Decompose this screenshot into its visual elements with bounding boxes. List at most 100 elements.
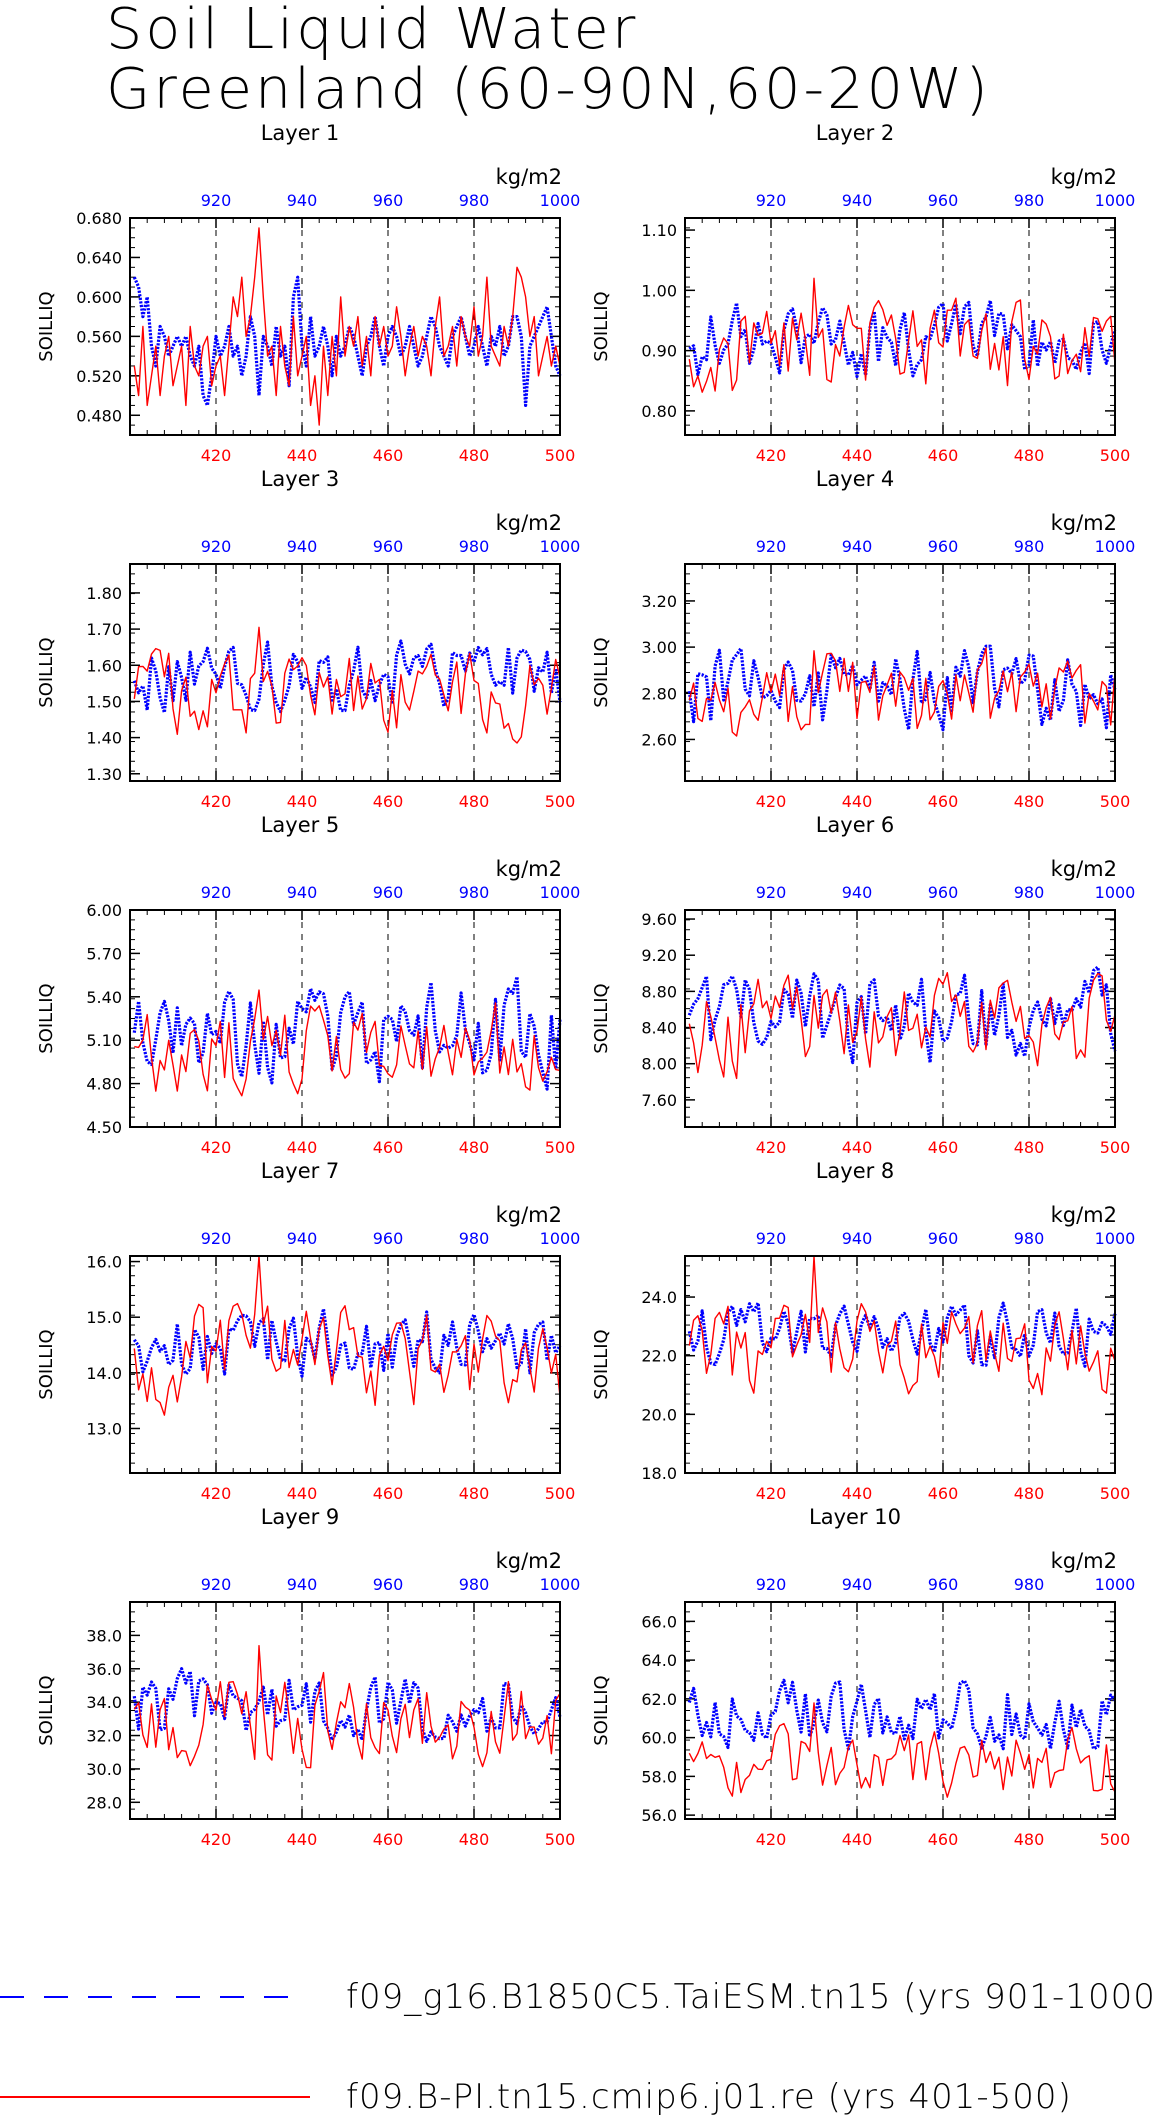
x-top-tick-label: 940 <box>287 1575 318 1594</box>
x-bottom-tick-label: 500 <box>545 1484 576 1503</box>
x-bottom-tick-label: 460 <box>928 792 959 811</box>
y-tick-label: 1.50 <box>86 692 122 711</box>
y-tick-label: 2.80 <box>641 684 677 703</box>
x-bottom-tick-label: 480 <box>1014 1138 1045 1157</box>
x-top-tick-label: 980 <box>1014 883 1045 902</box>
chart-panel-7: Layer 7 kg/m2 SOILLIQ 420 440 460 480 500 920 940… <box>36 1159 580 1503</box>
plot-frame <box>129 563 561 782</box>
x-top-tick-label: 960 <box>373 883 404 902</box>
x-bottom-tick-label: 500 <box>1100 792 1131 811</box>
y-axis-label: SOILLIQ <box>36 1329 57 1399</box>
units-label: kg/m2 <box>1051 165 1117 189</box>
y-tick-label: 7.60 <box>641 1091 677 1110</box>
y-tick-label: 1.60 <box>86 656 122 675</box>
series-line-cmip6 <box>688 1255 1116 1396</box>
x-top-tick-label: 920 <box>756 1229 787 1248</box>
y-tick-label: 1.80 <box>86 584 122 603</box>
plot-frame <box>684 217 1116 436</box>
x-bottom-tick-label: 440 <box>842 1484 873 1503</box>
x-top-tick-label: 940 <box>287 883 318 902</box>
x-top-tick-label: 920 <box>201 1229 232 1248</box>
y-tick-label: 0.520 <box>76 367 122 386</box>
series-line-taiesm <box>132 275 562 407</box>
x-bottom-tick-label: 460 <box>928 1138 959 1157</box>
x-top-tick-label: 960 <box>928 537 959 556</box>
y-tick-label: 9.20 <box>641 946 677 965</box>
chart-panel-10: Layer 10 kg/m2 SOILLIQ 420 440 460 480 500 920 94… <box>591 1505 1135 1849</box>
x-top-tick-label: 1000 <box>540 537 581 556</box>
chart-panel-2: Layer 2 kg/m2 SOILLIQ 420 440 460 480 500 920 940… <box>591 121 1135 465</box>
y-tick-label: 18.0 <box>641 1464 677 1483</box>
x-top-tick-label: 940 <box>287 537 318 556</box>
x-bottom-tick-label: 500 <box>545 1830 576 1849</box>
series-line-cmip6 <box>134 989 561 1097</box>
y-tick-label: 5.40 <box>86 988 122 1007</box>
series-line-cmip6 <box>688 972 1116 1080</box>
x-top-tick-label: 980 <box>1014 1229 1045 1248</box>
y-axis-label: SOILLIQ <box>36 291 57 361</box>
units-label: kg/m2 <box>496 165 562 189</box>
plot-frame <box>129 909 561 1128</box>
x-top-tick-label: 1000 <box>540 1575 581 1594</box>
x-top-tick-label: 960 <box>373 191 404 210</box>
x-top-tick-label: 940 <box>842 1229 873 1248</box>
x-bottom-tick-label: 440 <box>842 446 873 465</box>
y-tick-label: 24.0 <box>641 1288 677 1307</box>
y-tick-label: 0.80 <box>641 402 677 421</box>
y-axis-label: SOILLIQ <box>36 637 57 707</box>
y-tick-label: 38.0 <box>86 1626 122 1645</box>
series-line-cmip6 <box>133 626 561 744</box>
x-top-tick-label: 940 <box>842 1575 873 1594</box>
y-tick-label: 2.60 <box>641 730 677 749</box>
series-line-cmip6 <box>133 1644 561 1769</box>
y-tick-label: 4.80 <box>86 1075 122 1094</box>
y-tick-label: 16.0 <box>86 1253 122 1272</box>
y-tick-label: 36.0 <box>86 1660 122 1679</box>
x-bottom-tick-label: 440 <box>287 446 318 465</box>
series-line-taiesm <box>687 965 1117 1065</box>
chart-panel-8: Layer 8 kg/m2 SOILLIQ 420 440 460 480 500 920 940… <box>591 1159 1135 1503</box>
x-bottom-tick-label: 480 <box>459 1484 490 1503</box>
series-line-taiesm <box>687 1678 1117 1751</box>
x-top-tick-label: 920 <box>201 883 232 902</box>
y-tick-label: 62.0 <box>641 1690 677 1709</box>
series-line-taiesm <box>132 975 562 1091</box>
y-tick-label: 30.0 <box>86 1760 122 1779</box>
x-top-tick-label: 920 <box>756 191 787 210</box>
y-tick-label: 14.0 <box>86 1364 122 1383</box>
y-axis-label: SOILLIQ <box>591 291 612 361</box>
y-tick-label: 64.0 <box>641 1651 677 1670</box>
y-tick-label: 0.640 <box>76 248 122 267</box>
x-bottom-tick-label: 460 <box>373 1484 404 1503</box>
chart-panel-9: Layer 9 kg/m2 SOILLIQ 420 440 460 480 500 920 940… <box>36 1505 580 1849</box>
plot-frame <box>684 1255 1116 1474</box>
units-label: kg/m2 <box>1051 1203 1117 1227</box>
units-label: kg/m2 <box>1051 511 1117 535</box>
x-bottom-tick-label: 440 <box>287 1830 318 1849</box>
x-top-tick-label: 980 <box>459 537 490 556</box>
figure-title-line-2: Greenland (60-90N,60-20W) <box>106 57 991 122</box>
y-tick-label: 1.00 <box>641 281 677 300</box>
x-bottom-tick-label: 440 <box>287 1138 318 1157</box>
x-top-tick-label: 960 <box>928 191 959 210</box>
x-bottom-tick-label: 480 <box>1014 792 1045 811</box>
x-bottom-tick-label: 500 <box>1100 446 1131 465</box>
x-bottom-tick-label: 500 <box>545 1138 576 1157</box>
chart-title: Layer 3 <box>261 467 340 491</box>
x-top-tick-label: 980 <box>459 883 490 902</box>
x-bottom-tick-label: 420 <box>201 446 232 465</box>
chart-panel-5: Layer 5 kg/m2 SOILLIQ 420 440 460 480 500 920 940… <box>36 813 580 1157</box>
y-tick-label: 34.0 <box>86 1693 122 1712</box>
x-top-tick-label: 980 <box>1014 191 1045 210</box>
x-top-tick-label: 1000 <box>540 191 581 210</box>
x-bottom-tick-label: 500 <box>545 792 576 811</box>
y-tick-label: 6.00 <box>86 901 122 920</box>
x-bottom-tick-label: 480 <box>459 1138 490 1157</box>
x-top-tick-label: 960 <box>373 1229 404 1248</box>
y-tick-label: 0.480 <box>76 406 122 425</box>
chart-title: Layer 8 <box>816 1159 895 1183</box>
y-tick-label: 5.10 <box>86 1031 122 1050</box>
x-bottom-tick-label: 500 <box>1100 1484 1131 1503</box>
series-line-cmip6 <box>133 227 561 426</box>
x-top-tick-label: 980 <box>459 1229 490 1248</box>
